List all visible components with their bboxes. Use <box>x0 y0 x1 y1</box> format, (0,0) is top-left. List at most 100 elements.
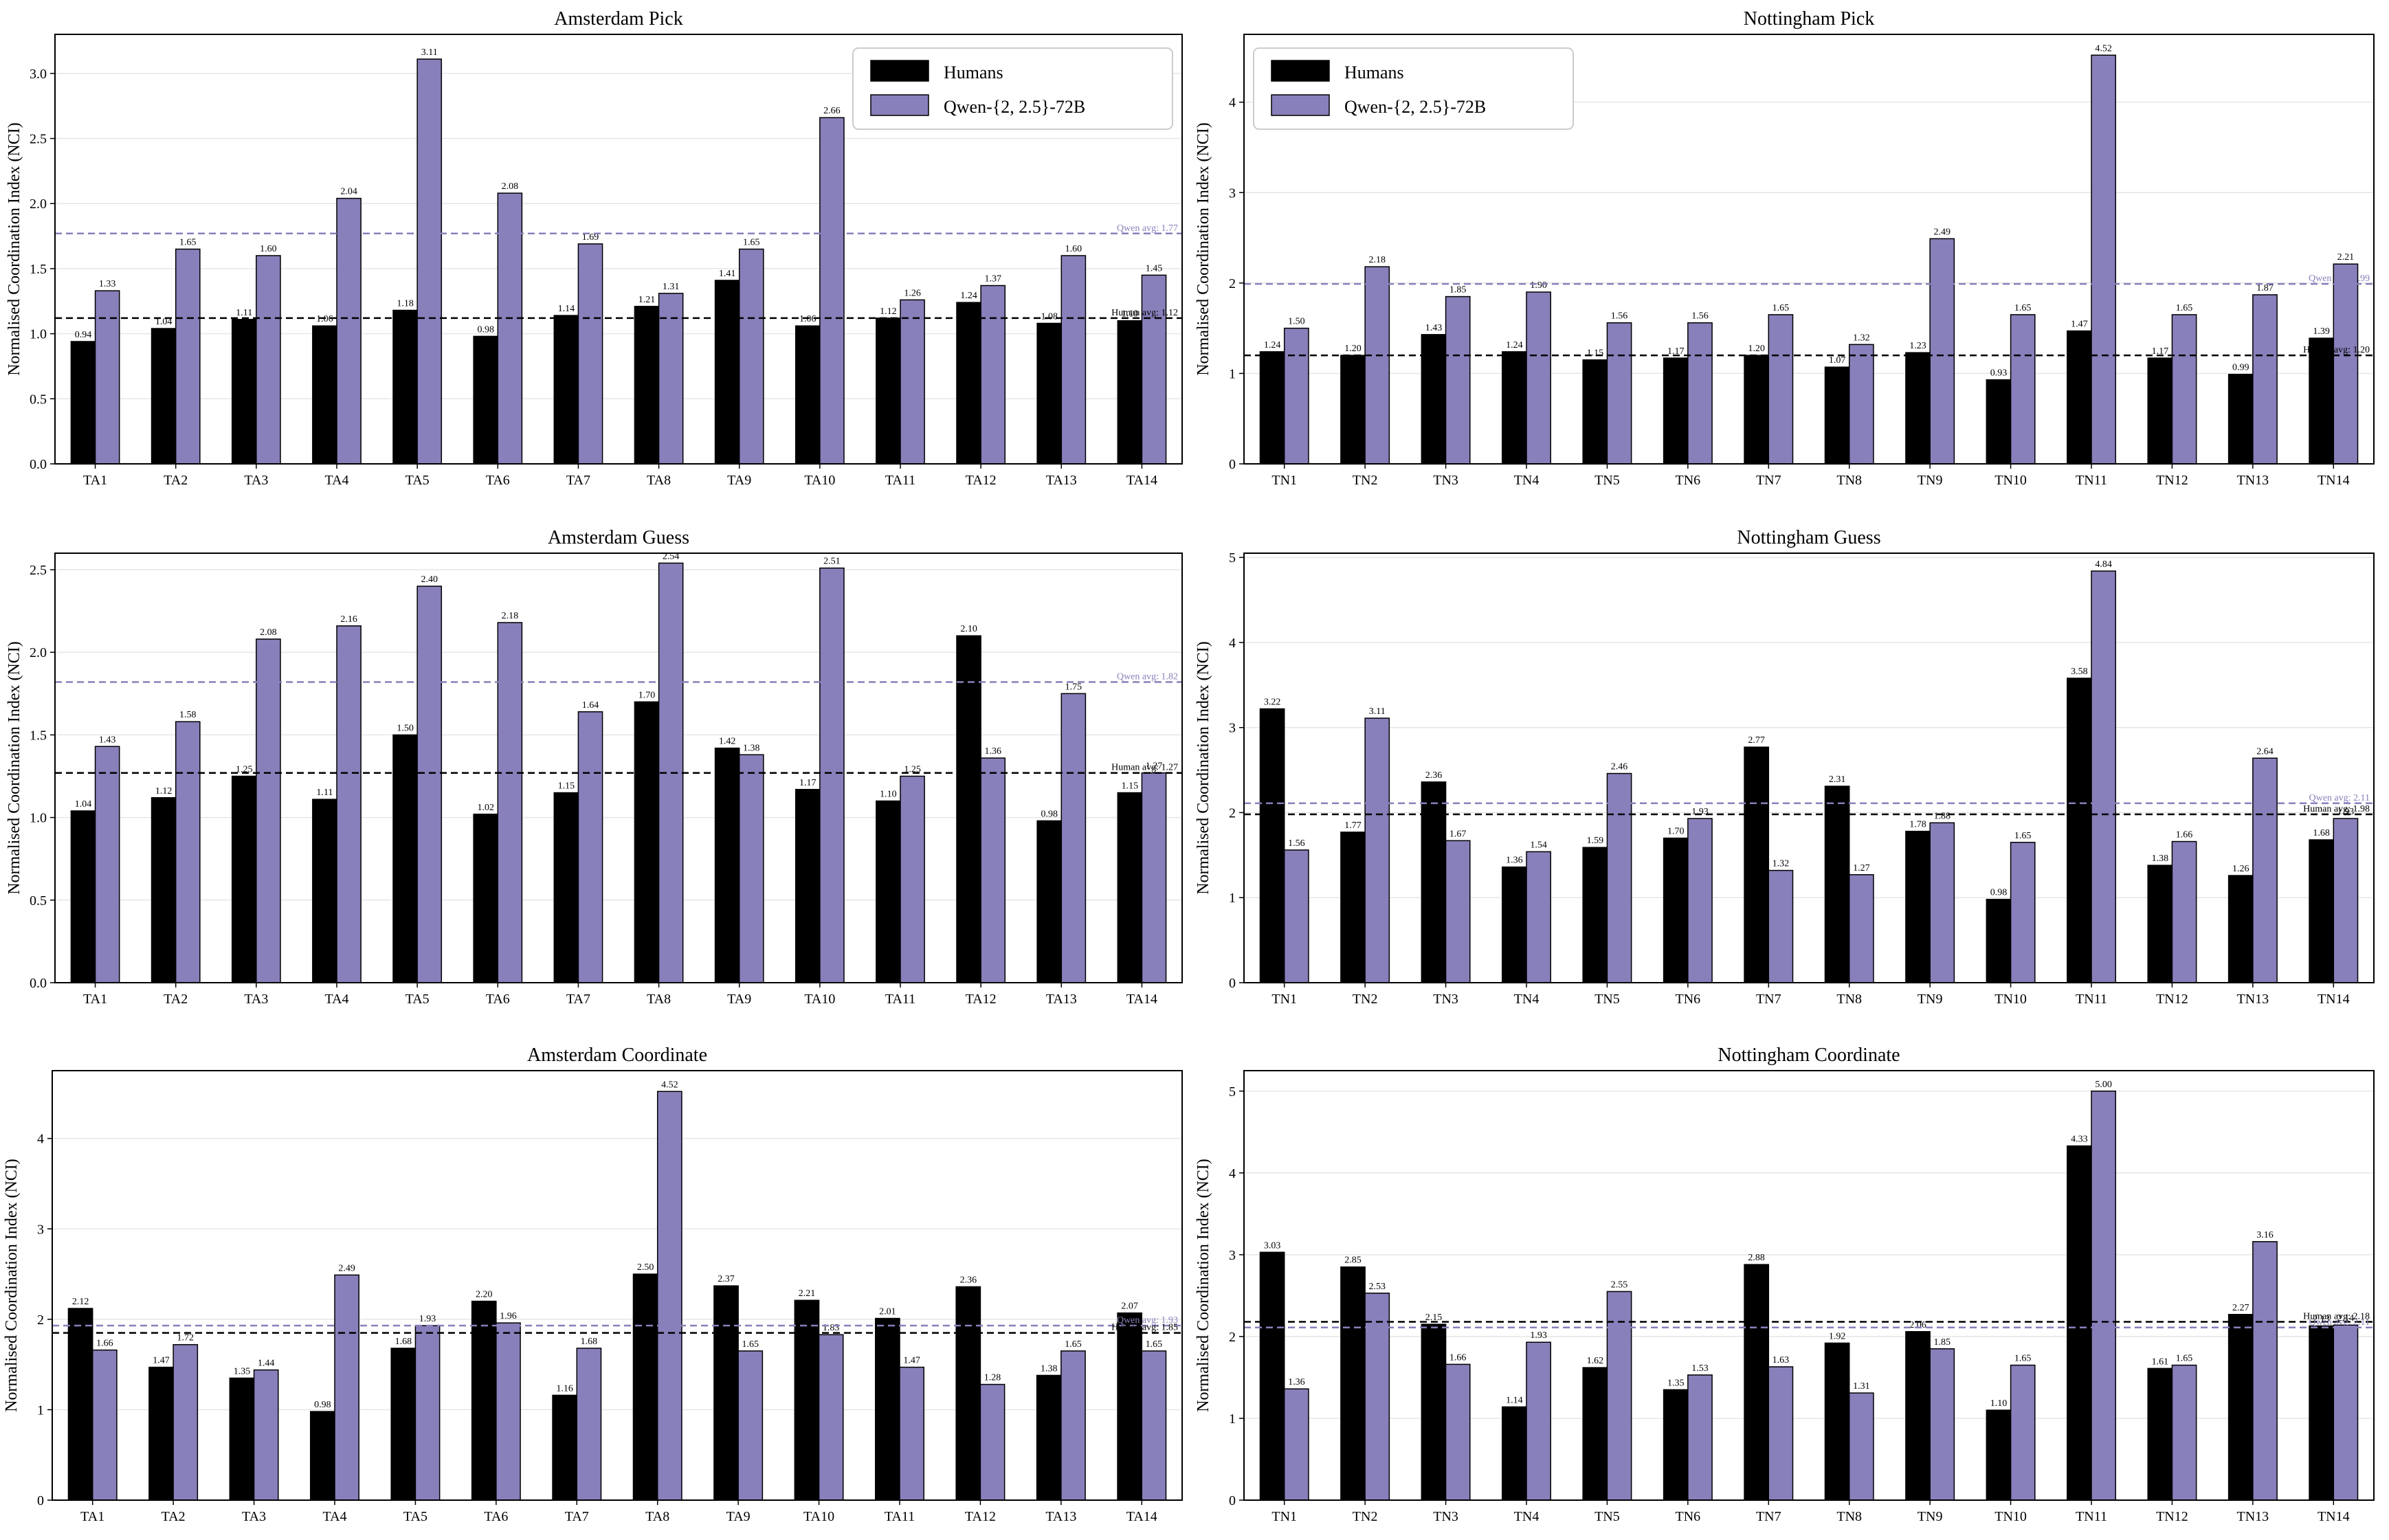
bar-humans <box>553 315 579 465</box>
x-tick-label: TA13 <box>1046 473 1077 488</box>
value-label-qwen: 1.53 <box>1691 1363 1709 1374</box>
value-label-humans: 1.62 <box>1587 1356 1604 1366</box>
qwen-avg-label: Qwen avg: 1.77 <box>1117 223 1178 234</box>
bar-humans <box>713 1285 739 1501</box>
y-tick-label: 0 <box>1229 457 1236 472</box>
qwen-avg-label: Qwen avg: 1.93 <box>1117 1315 1178 1326</box>
value-label-humans: 2.77 <box>1748 735 1765 746</box>
value-label-qwen: 1.65 <box>2176 303 2193 313</box>
qwen-avg-label: Qwen avg: 2.11 <box>2309 1317 2370 1328</box>
value-label-qwen: 1.65 <box>742 1339 759 1350</box>
x-tick-label: TN10 <box>1994 473 2027 488</box>
value-label-humans: 2.36 <box>1425 770 1443 781</box>
value-label-humans: 0.94 <box>75 330 92 340</box>
y-tick-label: 3 <box>37 1222 44 1237</box>
x-tick-label: TN7 <box>1756 992 1781 1007</box>
value-label-humans: 1.10 <box>880 790 897 800</box>
bar-humans <box>151 797 177 983</box>
value-label-humans: 1.10 <box>1990 1398 2008 1409</box>
y-tick-label: 2.0 <box>30 645 47 660</box>
x-tick-label: TA7 <box>566 992 590 1007</box>
bar-humans <box>875 1317 900 1501</box>
panel-nottingham-pick: 1.24 1.50 TN1 1.20 2.18 TN2 1.43 1.85 TN3 1.24 1.9… <box>1194 8 2375 488</box>
value-label-humans: 1.21 <box>638 295 656 305</box>
value-label-qwen: 1.90 <box>1530 280 1547 291</box>
value-label-humans: 1.23 <box>1909 341 1926 351</box>
panel-amsterdam-coordinate: 2.12 1.66 TA1 1.47 1.72 TA2 1.35 1.44 TA3 0.98 2.4… <box>3 1045 1183 1524</box>
y-tick-label: 1.0 <box>30 811 47 826</box>
value-label-qwen: 2.04 <box>340 187 357 197</box>
bar-qwen <box>819 117 845 465</box>
value-label-qwen: 1.31 <box>1853 1381 1870 1392</box>
human-avg-label: Human avg: 1.98 <box>2303 804 2370 814</box>
bar-humans <box>876 800 901 983</box>
panel-nottingham-guess: 3.22 1.56 TN1 1.77 3.11 TN2 2.36 1.67 TN3 1.36 1.5… <box>1194 527 2375 1007</box>
bar-humans <box>1905 352 1931 465</box>
panel-title: Amsterdam Coordinate <box>527 1045 707 1066</box>
value-label-qwen: 1.75 <box>1065 682 1082 692</box>
y-tick-label: 2 <box>37 1313 44 1328</box>
x-tick-label: TA10 <box>804 473 835 488</box>
human-avg-label: Human avg: 1.12 <box>1111 308 1178 318</box>
bar-qwen <box>334 1274 359 1501</box>
value-label-humans: 2.15 <box>1425 1313 1443 1323</box>
plot-frame <box>1243 1070 2375 1501</box>
x-tick-label: TN6 <box>1676 473 1701 488</box>
y-axis-label: Normalised Coordination Index (NCI) <box>1194 641 1212 895</box>
bar-humans <box>1421 1324 1447 1501</box>
x-tick-label: TN7 <box>1756 1509 1781 1524</box>
x-tick-label: TN2 <box>1353 1509 1378 1524</box>
value-label-humans: 1.20 <box>1344 344 1362 354</box>
bar-humans <box>67 1308 93 1501</box>
bar-qwen <box>738 754 764 983</box>
value-label-humans: 2.50 <box>637 1262 654 1273</box>
bar-qwen <box>91 1349 118 1501</box>
value-label-humans: 1.04 <box>155 317 173 327</box>
legend-label-qwen: Qwen-{2, 2.5}-72B <box>944 97 1085 117</box>
bar-humans <box>312 325 337 465</box>
value-label-humans: 1.61 <box>2152 1357 2169 1367</box>
x-tick-label: TA3 <box>242 1509 266 1524</box>
x-tick-label: TA14 <box>1126 992 1157 1007</box>
x-tick-label: TN14 <box>2318 473 2350 488</box>
bar-humans <box>70 341 96 465</box>
legend: Humans Qwen-{2, 2.5}-72B <box>852 47 1173 130</box>
bar-qwen <box>1141 274 1167 465</box>
value-label-qwen: 1.37 <box>984 274 1001 284</box>
value-label-qwen: 1.64 <box>582 700 599 711</box>
bar-qwen <box>1929 822 1955 983</box>
value-label-qwen: 1.50 <box>1288 317 1305 327</box>
value-label-humans: 1.38 <box>2152 853 2169 864</box>
plot-frame <box>52 1070 1183 1501</box>
value-label-qwen: 1.85 <box>1934 1337 1951 1348</box>
value-label-humans: 1.77 <box>1344 821 1362 831</box>
y-tick-label: 0.5 <box>30 392 47 407</box>
x-tick-label: TN10 <box>1994 992 2027 1007</box>
value-label-humans: 2.37 <box>718 1274 735 1284</box>
value-label-humans: 1.59 <box>1587 836 1604 846</box>
bar-qwen <box>175 721 201 983</box>
x-tick-label: TA4 <box>322 1509 346 1524</box>
bar-qwen <box>497 622 523 983</box>
x-tick-label: TN12 <box>2156 473 2188 488</box>
panel-nottingham-coordinate: 3.03 1.36 TN1 2.85 2.53 TN2 2.15 1.66 TN3 1.14 1.9… <box>1194 1045 2375 1524</box>
bar-qwen <box>900 775 925 983</box>
value-label-qwen: 3.11 <box>1369 706 1386 717</box>
value-label-qwen: 1.65 <box>2014 1354 2032 1364</box>
bar-qwen <box>1848 344 1874 465</box>
bar-qwen <box>336 197 362 465</box>
value-label-humans: 2.06 <box>1909 1320 1926 1330</box>
bar-humans <box>2309 1325 2335 1501</box>
value-label-humans: 1.12 <box>880 306 897 317</box>
value-label-humans: 1.68 <box>395 1337 412 1347</box>
value-label-humans: 2.31 <box>1829 774 1846 785</box>
x-tick-label: TN1 <box>1271 473 1297 488</box>
value-label-humans: 1.35 <box>1667 1378 1685 1388</box>
bar-qwen <box>253 1369 279 1501</box>
bar-qwen <box>1364 266 1390 465</box>
bar-qwen <box>94 290 120 465</box>
bar-qwen <box>2091 54 2116 465</box>
x-tick-label: TN12 <box>2156 992 2188 1007</box>
y-tick-label: 4 <box>37 1132 44 1147</box>
